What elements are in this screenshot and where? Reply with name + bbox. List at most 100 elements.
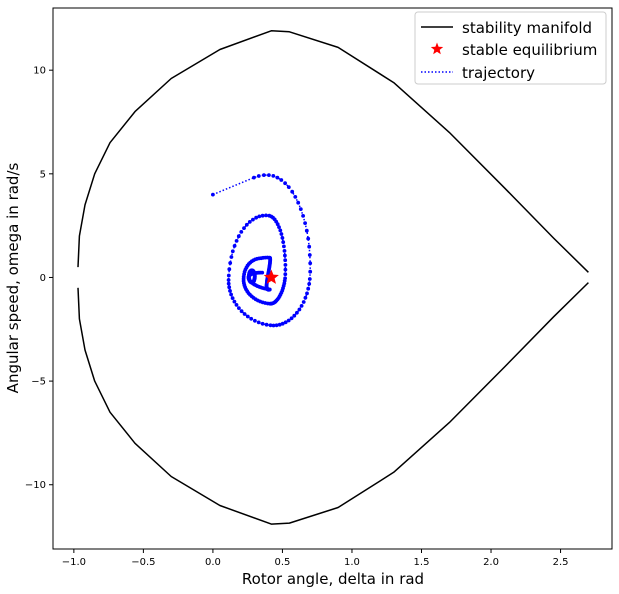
- trajectory-point: [252, 272, 257, 277]
- trajectory-point: [280, 321, 285, 326]
- trajectory-point: [301, 214, 305, 218]
- trajectory-point: [260, 270, 265, 275]
- axes-frame: [52, 7, 613, 550]
- x-tick-label: 2.0: [483, 557, 499, 568]
- trajectory-point: [239, 309, 244, 314]
- trajectory-point: [306, 236, 311, 241]
- trajectory-point: [228, 289, 232, 293]
- trajectory-point: [260, 321, 265, 326]
- y-tick-label: 5: [40, 169, 46, 180]
- trajectory-point: [242, 226, 246, 231]
- trajectory-point: [307, 282, 312, 286]
- trajectory-point: [289, 316, 294, 321]
- legend-manifold-label: stability manifold: [462, 19, 592, 37]
- trajectory-point: [277, 225, 281, 230]
- trajectory-point: [282, 249, 287, 253]
- trajectory-point: [251, 217, 255, 222]
- trajectory-point: [304, 228, 309, 233]
- trajectory-point: [281, 240, 286, 245]
- trajectory-point: [264, 322, 269, 327]
- trajectory-point: [242, 312, 247, 316]
- trajectory-point: [256, 320, 261, 325]
- equilibrium-star: [263, 269, 279, 284]
- manifold-lower-branch: [77, 282, 589, 525]
- x-tick-label: −0.5: [131, 557, 155, 568]
- trajectory-point: [227, 285, 232, 290]
- trajectory-point: [230, 296, 235, 300]
- trajectory-point: [290, 189, 295, 194]
- trajectory-point: [282, 244, 286, 249]
- x-tick-label: 1.5: [414, 557, 430, 568]
- trajectory-point: [236, 234, 241, 239]
- y-axis-label: Angular speed, omega in rad/s: [4, 163, 22, 394]
- trajectory-point: [211, 192, 215, 197]
- trajectory-point: [226, 278, 231, 282]
- legend-equilibrium-label: stable equilibrium: [462, 41, 597, 59]
- trajectory-point: [262, 173, 266, 178]
- trajectory-point: [227, 267, 232, 272]
- trajectory-point: [275, 175, 280, 180]
- trajectory-point: [293, 195, 298, 199]
- trajectory-point: [228, 261, 233, 265]
- trajectory-point: [308, 261, 313, 266]
- trajectory-point: [278, 228, 283, 233]
- legend-trajectory-label: trajectory: [462, 64, 535, 82]
- trajectory-point: [299, 304, 304, 308]
- trajectory-point: [283, 253, 287, 258]
- trajectory-point: [303, 295, 308, 300]
- x-tick-label: 0.0: [205, 557, 221, 568]
- trajectory-point: [230, 249, 235, 254]
- trajectory-point: [226, 273, 231, 278]
- trajectory-point: [279, 178, 284, 182]
- x-tick-label: −1.0: [62, 557, 86, 568]
- trajectory-point: [277, 322, 282, 327]
- trajectory-point: [283, 320, 288, 325]
- trajectory-point: [283, 258, 288, 263]
- trajectory-point: [252, 175, 256, 180]
- y-tick-label: 10: [33, 66, 46, 77]
- x-tick-label: 2.5: [553, 557, 569, 568]
- y-axis-ticks: −10 −5 0 5 10: [25, 66, 53, 491]
- legend: stability manifold stable equilibrium tr…: [414, 11, 607, 85]
- legend-equilibrium-swatch: [430, 42, 444, 55]
- y-tick-label: 0: [40, 273, 46, 284]
- trajectory-point: [271, 323, 276, 328]
- trajectory-point: [296, 200, 301, 205]
- trajectory-point: [306, 286, 311, 291]
- trajectory-point: [286, 185, 291, 190]
- trajectory-point: [280, 236, 285, 240]
- trajectory-point: [295, 310, 299, 315]
- trajectory-point: [260, 213, 265, 218]
- trajectory-point: [307, 244, 312, 249]
- manifold-upper-branch: [77, 30, 589, 273]
- trajectory-point: [297, 307, 302, 312]
- trajectory-point: [298, 207, 303, 212]
- trajectory-point: [247, 220, 252, 224]
- x-axis-label: Rotor angle, delta in rad: [242, 570, 424, 588]
- y-tick-label: −5: [31, 377, 46, 388]
- trajectory-point: [245, 314, 250, 319]
- trajectory-point: [267, 173, 271, 178]
- x-tick-label: 0.5: [274, 557, 290, 568]
- trajectory-point: [237, 306, 241, 310]
- trajectory-point: [271, 174, 276, 178]
- trajectory-point: [234, 303, 239, 307]
- trajectory-point: [264, 213, 268, 218]
- trajectory-point: [232, 244, 237, 248]
- trajectory-point: [308, 269, 313, 274]
- trajectory-point: [244, 222, 249, 227]
- trajectory-point: [268, 323, 273, 328]
- trajectory-point: [275, 222, 280, 227]
- x-axis-ticks: −1.0 −0.5 0.0 0.5 1.0 1.5 2.0 2.5: [62, 549, 569, 568]
- trajectory-point: [249, 316, 254, 321]
- trajectory-point: [254, 215, 258, 220]
- trajectory-point: [226, 281, 231, 286]
- trajectory-point: [229, 255, 234, 259]
- trajectory-point: [274, 323, 279, 328]
- x-tick-label: 1.0: [344, 557, 360, 568]
- trajectory-point: [232, 299, 237, 304]
- trajectory-point: [283, 272, 288, 277]
- trajectory-point: [286, 318, 291, 323]
- trajectory-point: [239, 230, 244, 234]
